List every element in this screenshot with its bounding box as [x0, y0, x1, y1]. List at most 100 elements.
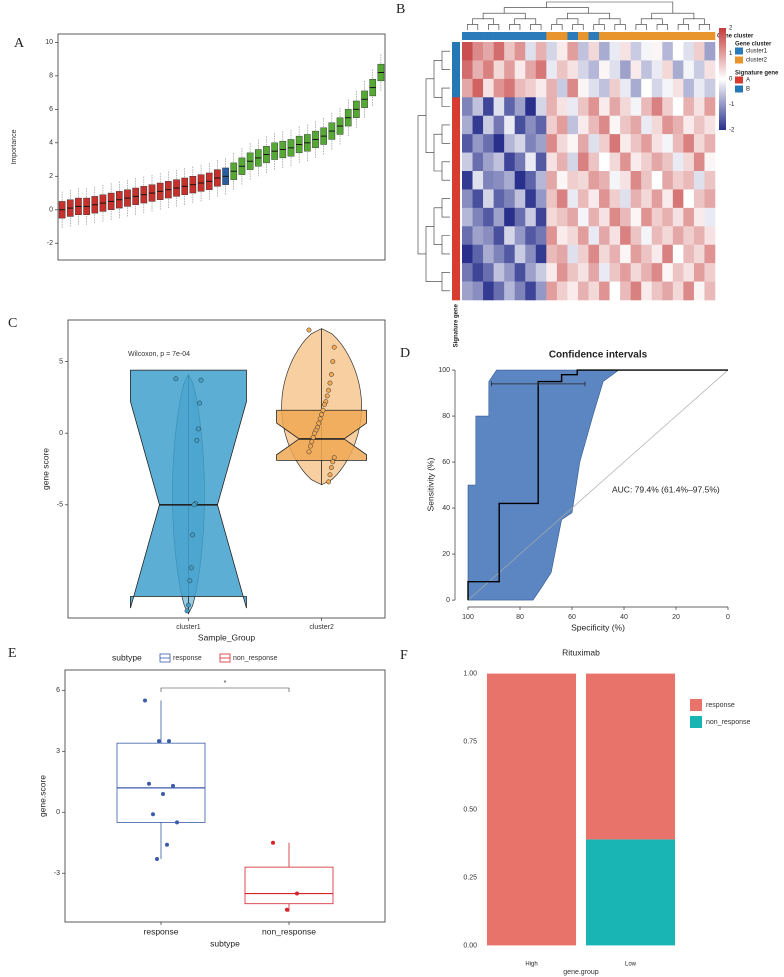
- heatmap-cell: [704, 152, 716, 172]
- heatmap-cell: [577, 207, 589, 227]
- heatmap-cell: [577, 171, 589, 190]
- column-annotation: [556, 32, 568, 40]
- y-tick-label: 8: [49, 73, 53, 80]
- chart-title: Rituximab: [562, 647, 600, 657]
- heatmap-cell: [514, 244, 526, 264]
- heatmap-cell: [620, 171, 631, 190]
- heatmap-cell: [525, 207, 537, 227]
- heatmap-cell: [483, 115, 494, 135]
- heatmap-cell: [493, 171, 505, 190]
- heatmap-cell: [472, 134, 484, 153]
- heatmap-cell: [493, 189, 505, 209]
- heatmap-cell: [620, 244, 631, 264]
- data-point: [307, 443, 313, 449]
- column-annotation: [620, 32, 631, 40]
- heatmap-cell: [525, 189, 537, 209]
- heatmap-cell: [683, 134, 695, 153]
- column-annotation: [704, 32, 716, 40]
- data-point: [309, 439, 315, 445]
- heatmap-cell: [567, 97, 579, 117]
- x-axis-label: gene.group: [563, 969, 599, 976]
- heatmap-cell: [599, 97, 610, 117]
- heatmap-cell: [504, 189, 516, 209]
- heatmap-cell: [577, 97, 589, 117]
- data-point: [190, 532, 196, 538]
- heatmap-cell: [546, 60, 558, 80]
- data-point: [186, 602, 191, 608]
- heatmap-cell: [483, 78, 494, 98]
- plot-frame: [67, 319, 386, 619]
- column-annotation: [472, 32, 484, 40]
- dendrogram: [433, 60, 442, 98]
- heatmap-cell: [577, 78, 589, 98]
- heatmap-cell: [651, 78, 663, 98]
- heatmap-cell: [704, 263, 716, 282]
- heatmap-cell: [704, 97, 716, 117]
- column-annotation: [662, 32, 674, 40]
- y-axis-label: Sensitivity (%): [425, 457, 435, 511]
- y-tick-label: 4: [49, 140, 53, 147]
- heatmap-cell: [567, 281, 579, 301]
- heatmap-cell: [641, 244, 653, 264]
- heatmap-cell: [567, 263, 579, 282]
- heatmap-cell: [514, 263, 526, 282]
- legend-swatch: [735, 85, 743, 93]
- data-point: [319, 412, 325, 418]
- heatmap-cell: [693, 281, 705, 301]
- heatmap-cell: [641, 97, 653, 117]
- dendrogram: [640, 18, 663, 25]
- heatmap-cell: [693, 42, 705, 61]
- heatmap-cell: [472, 78, 484, 98]
- x-tick-label: Low: [625, 962, 637, 968]
- data-point: [321, 402, 327, 407]
- dendrogram: [441, 272, 450, 292]
- heatmap-cell: [704, 42, 716, 61]
- heatmap-cell: [567, 78, 579, 98]
- column-annotation: [567, 32, 579, 40]
- heatmap-cell: [599, 207, 610, 227]
- heatmap-cell: [525, 78, 537, 98]
- heatmap-cell: [525, 115, 537, 135]
- x-tick-label: 0: [726, 614, 730, 621]
- heatmap-cell: [672, 97, 684, 117]
- heatmap-cell: [609, 134, 621, 153]
- data-point: [175, 820, 179, 825]
- heatmap-cell: [683, 115, 695, 135]
- heatmap-cell: [525, 42, 537, 61]
- heatmap-cell: [672, 115, 684, 135]
- heatmap-cell: [683, 281, 695, 301]
- heatmap-cell: [599, 281, 610, 301]
- heatmap-cell: [504, 207, 516, 227]
- heatmap-cell: [662, 189, 674, 209]
- y-axis-label: gene score: [40, 448, 50, 490]
- row-annotation: [452, 281, 460, 301]
- heatmap-cell: [630, 281, 642, 301]
- heatmap-cell: [651, 189, 663, 209]
- legend-swatch: [690, 716, 702, 728]
- heatmap-cell: [609, 189, 621, 209]
- heatmap-cell: [630, 152, 642, 172]
- heatmap-cell: [514, 42, 526, 61]
- data-point: [187, 578, 193, 584]
- heatmap-cell: [683, 244, 695, 264]
- x-tick-label: cluster1: [176, 624, 201, 631]
- data-point: [306, 327, 312, 333]
- heatmap-cell: [472, 189, 484, 209]
- heatmap-cell: [609, 60, 621, 80]
- column-annotation: [588, 32, 600, 40]
- data-point: [191, 502, 197, 508]
- column-annotation: [514, 32, 526, 40]
- heatmap-cell: [693, 171, 705, 190]
- heatmap-cell: [483, 207, 494, 227]
- heatmap-cell: [504, 281, 516, 301]
- heatmap-cell: [662, 78, 674, 98]
- data-point: [161, 791, 165, 796]
- heatmap-cell: [567, 152, 579, 172]
- row-annotation: [452, 60, 460, 80]
- heatmap-cell: [535, 97, 547, 117]
- heatmap-cell: [599, 134, 610, 153]
- annotation-name: Gene cluster: [717, 34, 754, 40]
- colorbar-label: 1: [729, 51, 733, 57]
- heatmap-cell: [472, 244, 484, 264]
- panel-label: E: [8, 646, 17, 661]
